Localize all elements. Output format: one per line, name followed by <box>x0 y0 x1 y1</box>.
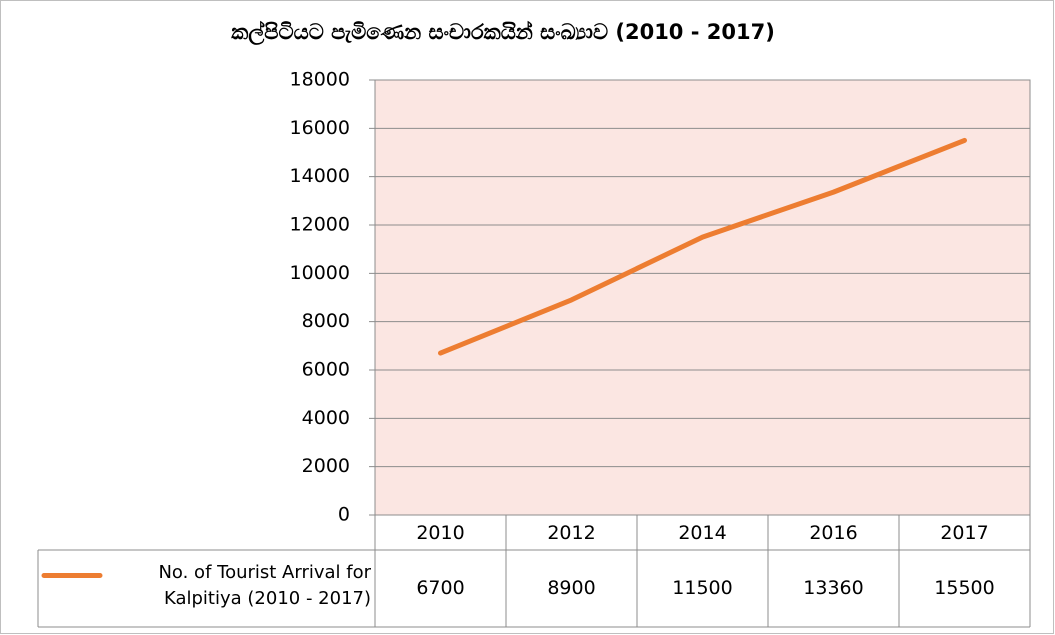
y-tick-label: 14000 <box>290 165 350 187</box>
y-tick-label: 8000 <box>302 310 350 332</box>
table-value: 8900 <box>547 577 595 599</box>
y-tick-label: 2000 <box>302 455 350 477</box>
y-tick-label: 18000 <box>290 69 350 91</box>
chart-title: කල්පිටියට පැමිණෙන සංචාරකයින් සංඛ්‍යාව (2… <box>231 20 775 46</box>
x-tick-label: 2016 <box>809 522 857 544</box>
x-tick-label: 2017 <box>940 522 988 544</box>
plot-area <box>374 79 1031 516</box>
table-value: 11500 <box>672 577 732 599</box>
table-value: 6700 <box>416 577 464 599</box>
legend-box: No. of Tourist Arrival for Kalpitiya (20… <box>158 562 371 609</box>
line-series <box>438 137 967 356</box>
y-tick-label: 4000 <box>302 407 350 429</box>
y-tick-label: 12000 <box>290 214 350 236</box>
x-tick-label: 2012 <box>547 522 595 544</box>
table-value: 13360 <box>803 577 863 599</box>
table-value: 15500 <box>934 577 994 599</box>
legend-label: No. of Tourist Arrival for Kalpitiya (20… <box>158 562 371 609</box>
y-tick-label: 6000 <box>302 359 350 381</box>
x-tick-label: 2010 <box>416 522 464 544</box>
y-tick-label: 16000 <box>290 117 350 139</box>
x-tick-label: 2014 <box>678 522 726 544</box>
y-tick-label: 10000 <box>290 262 350 284</box>
y-tick-label: 0 <box>338 504 350 526</box>
